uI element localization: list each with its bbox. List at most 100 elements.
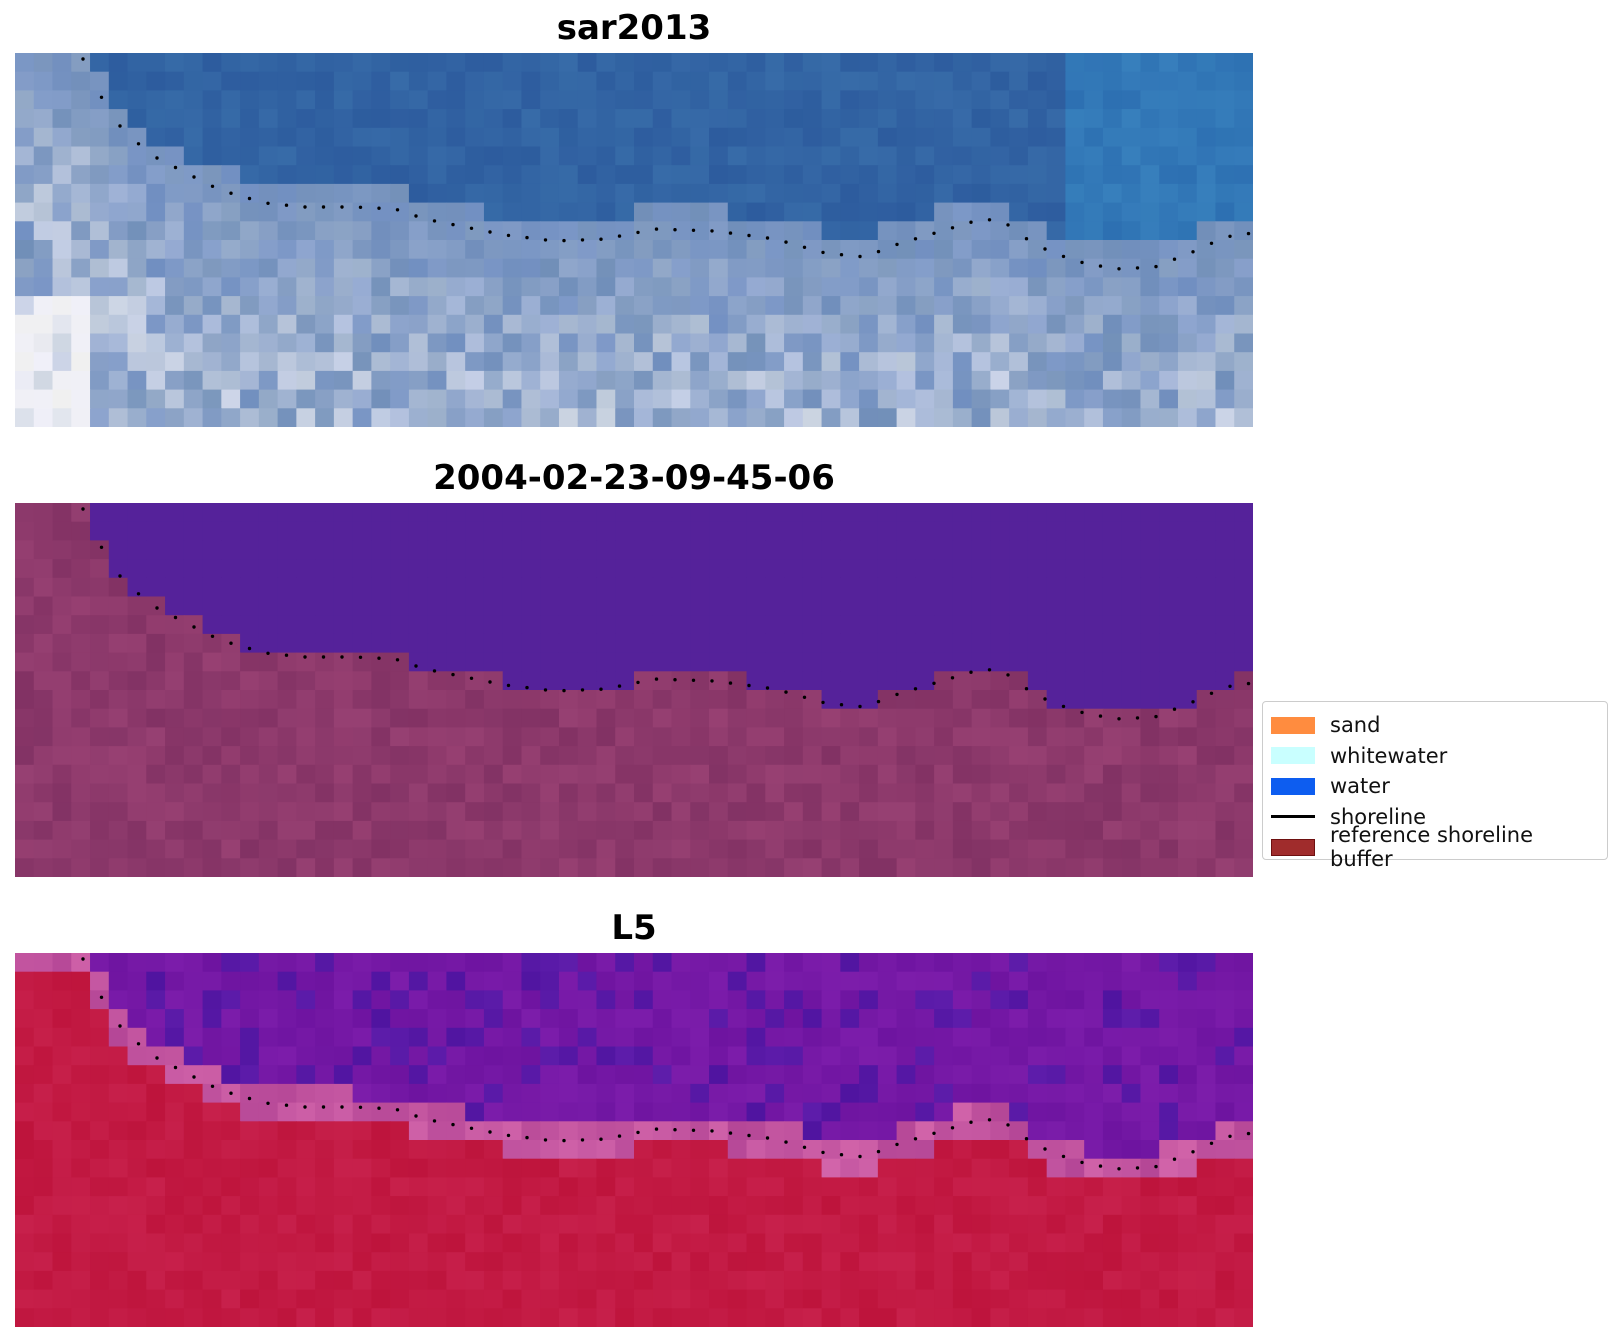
image-pixel [690,1270,710,1291]
image-pixel [1140,258,1160,278]
image-pixel [108,127,129,148]
image-pixel [521,596,541,616]
image-pixel [296,109,316,129]
image-pixel [840,858,860,877]
image-pixel [408,839,429,859]
image-pixel [371,596,391,616]
image-pixel [108,1177,129,1197]
image-pixel [240,277,260,297]
image-pixel [971,559,991,579]
image-pixel [671,1308,691,1327]
image-pixel [465,971,485,991]
image-pixel [765,71,785,91]
image-pixel [221,820,241,841]
image-pixel [15,820,35,841]
image-pixel [596,408,616,427]
image-pixel [333,783,354,803]
image-pixel [165,671,185,691]
image-pixel [446,71,466,91]
image-pixel [840,165,860,185]
image-pixel [1065,690,1085,710]
image-pixel [1234,1177,1253,1197]
image-pixel [390,671,410,691]
image-pixel [821,71,841,91]
shoreline-dot [765,236,770,240]
image-pixel [465,820,485,841]
image-pixel [371,221,391,241]
image-pixel [165,1252,185,1272]
image-pixel [652,1065,673,1085]
image-pixel [408,296,429,316]
image-pixel [258,953,279,973]
image-pixel [296,783,316,803]
image-pixel [465,839,485,859]
image-pixel [315,858,335,877]
image-pixel [840,1252,860,1272]
image-pixel [1159,802,1179,822]
image-pixel [277,389,297,409]
image-pixel [821,1065,841,1085]
image-pixel [934,314,954,335]
image-pixel [521,296,541,316]
image-pixel [652,540,673,560]
image-pixel [1196,1009,1217,1029]
image-pixel [52,802,72,822]
image-pixel [15,370,35,391]
image-pixel [727,370,748,391]
image-pixel [1196,783,1217,803]
image-pixel [1009,727,1029,747]
image-pixel [1121,764,1142,785]
image-pixel [671,202,691,222]
image-pixel [296,953,316,973]
image-pixel [746,90,766,110]
image-pixel [465,109,485,129]
image-pixel [709,953,729,973]
image-pixel [427,858,448,877]
image-pixel [183,1083,204,1104]
image-pixel [877,1009,898,1029]
image-pixel [934,764,954,785]
image-pixel [127,1121,147,1141]
image-pixel [709,240,729,260]
image-pixel [990,296,1010,316]
image-pixel [371,764,391,785]
image-pixel [408,708,429,728]
image-pixel [634,1083,654,1104]
image-pixel [1102,1177,1123,1197]
image-pixel [390,389,410,409]
image-pixel [1234,1140,1253,1160]
image-pixel [1027,1233,1048,1253]
shoreline-dot [451,1122,455,1127]
image-pixel [596,1009,616,1029]
image-pixel [446,314,466,335]
image-pixel [990,1270,1010,1291]
image-pixel [1159,1140,1179,1160]
image-pixel [1215,90,1235,110]
image-pixel [1027,1027,1048,1048]
image-pixel [183,109,204,129]
image-pixel [390,1158,410,1178]
image-pixel [652,389,673,409]
image-pixel [1009,109,1029,129]
image-pixel [146,296,166,316]
image-pixel [990,708,1010,728]
image-pixel [296,1233,316,1253]
image-pixel [352,1308,372,1327]
image-pixel [465,1289,485,1309]
image-pixel [746,127,766,148]
image-pixel [896,127,916,148]
image-pixel [1102,596,1123,616]
image-pixel [840,71,860,91]
image-pixel [784,615,804,635]
image-pixel [990,820,1010,841]
image-pixel [446,1027,466,1048]
image-pixel [821,1027,841,1048]
image-pixel [15,764,35,785]
image-pixel [877,577,898,598]
image-pixel [483,202,504,222]
image-pixel [652,577,673,598]
image-pixel [521,820,541,841]
image-pixel [315,1289,335,1309]
image-pixel [1046,1158,1067,1178]
image-pixel [784,1233,804,1253]
